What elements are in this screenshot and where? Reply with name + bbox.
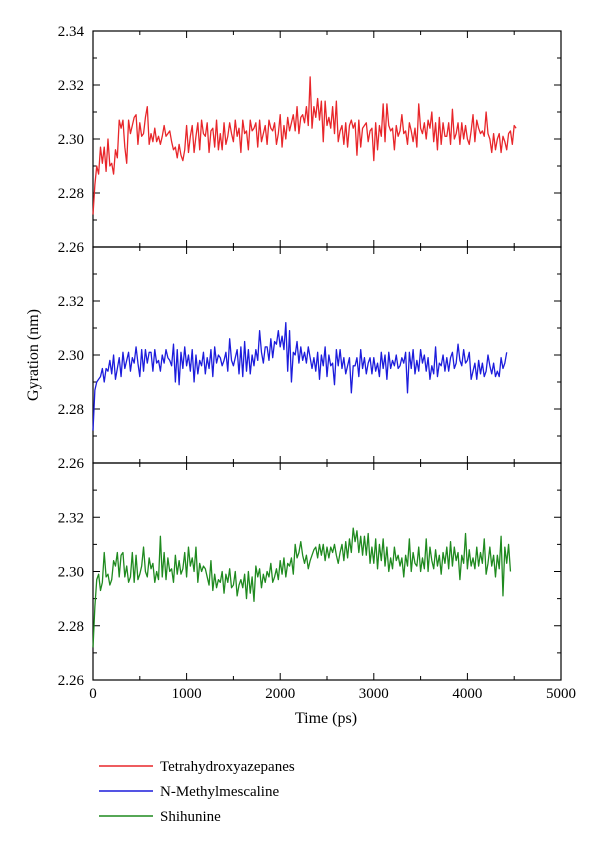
y-tick-label: 2.30 xyxy=(58,348,84,364)
panel-1: 2.34 2.32 2.30 2.28 2.26 xyxy=(58,24,562,256)
y-tick-label: 2.32 xyxy=(58,294,84,310)
series-line-shihunine xyxy=(92,527,512,648)
x-axis-label: Time (ps) xyxy=(295,710,357,727)
panel-frame xyxy=(92,30,562,248)
x-tick-label: 1000 xyxy=(172,686,202,702)
chart-panels: 2.342.322.302.282.262.322.302.282.262.32… xyxy=(58,24,562,689)
y-tick-label: 2.32 xyxy=(58,78,84,94)
y-tick-label: 2.30 xyxy=(58,565,84,581)
x-tick-label: 5000 xyxy=(546,686,576,702)
panel-frame xyxy=(92,246,562,464)
series-line-n-methylmescaline xyxy=(92,321,508,431)
y-tick-label: 2.34 xyxy=(58,24,85,40)
panel-3: 2.32 2.30 2.28 2.26 xyxy=(58,462,562,689)
legend: Tetrahydroxyazepanes N-Methylmescaline Shi… xyxy=(99,759,295,825)
y-tick-label: 2.28 xyxy=(58,402,84,418)
y-tick-label: 2.26 xyxy=(58,240,85,256)
legend-label: Shihunine xyxy=(160,809,221,825)
x-tick-label: 4000 xyxy=(452,686,482,702)
y-axis-label: Gyration (nm) xyxy=(25,309,42,401)
y-tick-label: 2.26 xyxy=(58,673,85,689)
x-tick-label: 3000 xyxy=(359,686,389,702)
y-tick-label: 2.32 xyxy=(58,510,84,526)
panel-2: 2.32 2.30 2.28 2.26 xyxy=(58,246,562,472)
legend-label: N-Methylmescaline xyxy=(160,784,279,800)
y-tick-label: 2.28 xyxy=(58,619,84,635)
y-tick-label: 2.30 xyxy=(58,132,84,148)
y-tick-label: 2.26 xyxy=(58,456,85,472)
y-tick-label: 2.28 xyxy=(58,186,84,202)
series-line-tetrahydroxyazepanes xyxy=(92,76,517,215)
legend-label: Tetrahydroxyazepanes xyxy=(160,759,295,775)
x-tick-labels: 0 1000 2000 3000 4000 5000 xyxy=(89,686,576,702)
x-tick-label: 0 xyxy=(89,686,97,702)
x-tick-label: 2000 xyxy=(265,686,295,702)
